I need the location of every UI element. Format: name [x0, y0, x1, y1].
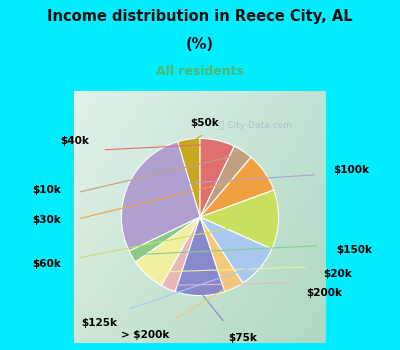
Wedge shape — [178, 138, 200, 217]
Wedge shape — [200, 190, 279, 249]
Text: $40k: $40k — [60, 136, 89, 146]
Wedge shape — [162, 217, 200, 292]
Wedge shape — [129, 217, 200, 262]
Text: All residents: All residents — [156, 65, 244, 78]
Wedge shape — [200, 138, 234, 217]
Text: $100k: $100k — [333, 164, 369, 175]
Text: > $200k: > $200k — [121, 330, 170, 340]
Text: $200k: $200k — [306, 288, 342, 298]
Text: (%): (%) — [186, 37, 214, 52]
Text: $125k: $125k — [81, 318, 117, 328]
Wedge shape — [121, 142, 200, 251]
Text: $10k: $10k — [32, 185, 61, 195]
Wedge shape — [200, 217, 243, 292]
Wedge shape — [175, 217, 225, 296]
Wedge shape — [200, 146, 251, 217]
Text: $60k: $60k — [32, 259, 61, 270]
Text: $75k: $75k — [228, 333, 257, 343]
Wedge shape — [136, 217, 200, 286]
Text: $150k: $150k — [336, 245, 372, 255]
Text: $30k: $30k — [32, 215, 61, 225]
Text: Income distribution in Reece City, AL: Income distribution in Reece City, AL — [47, 9, 353, 24]
Text: $50k: $50k — [191, 118, 220, 128]
Text: ⓘ City-Data.com: ⓘ City-Data.com — [219, 121, 292, 130]
Wedge shape — [200, 157, 274, 217]
Wedge shape — [200, 217, 272, 283]
Text: $20k: $20k — [323, 270, 352, 279]
